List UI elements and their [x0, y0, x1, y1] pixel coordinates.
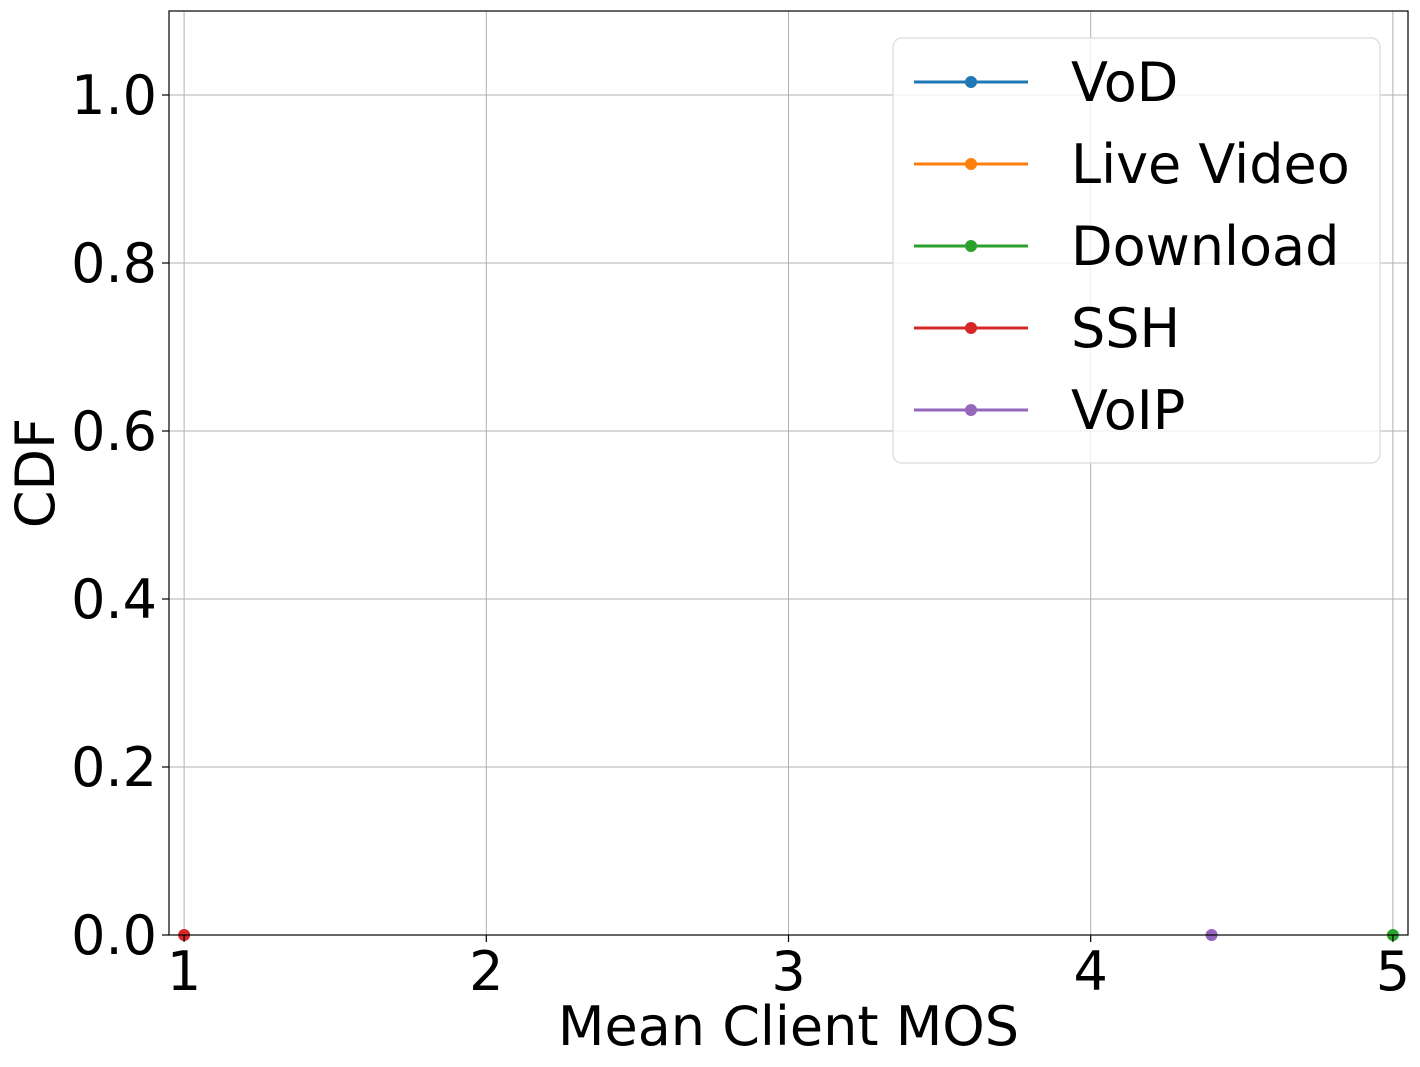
legend-label: SSH [1071, 297, 1180, 360]
y-tick-label: 1.0 [71, 64, 157, 127]
vod-legend-marker [965, 76, 977, 88]
download-legend-marker [965, 240, 977, 252]
legend-item-voip: VoIP [914, 379, 1185, 442]
y-axis-label: CDF [4, 418, 67, 528]
legend-label: Download [1071, 215, 1339, 278]
y-tick-label: 0.2 [71, 736, 157, 799]
legend-item-vod: VoD [914, 51, 1178, 114]
legend-label: VoIP [1071, 379, 1185, 442]
ssh-legend-marker [965, 322, 977, 334]
voip-legend-marker [965, 404, 977, 416]
x-tick-label: 1 [167, 940, 201, 1003]
y-tick-label: 0.8 [71, 232, 157, 295]
legend-item-download: Download [914, 215, 1339, 278]
x-tick-label: 5 [1376, 940, 1410, 1003]
legend-label: Live Video [1071, 133, 1350, 196]
y-tick-label: 0.4 [71, 568, 157, 631]
x-tick-label: 3 [771, 940, 805, 1003]
legend: VoD Live Video Download SSH VoIP [892, 37, 1381, 464]
x-tick-label: 4 [1074, 940, 1108, 1003]
legend-item-live-video: Live Video [914, 133, 1350, 196]
x-axis-label: Mean Client MOS [558, 995, 1019, 1058]
x-tick-label: 2 [469, 940, 503, 1003]
live-video-legend-marker [965, 158, 977, 170]
legend-item-ssh: SSH [914, 297, 1180, 360]
y-tick-label: 0.0 [71, 904, 157, 967]
y-tick-label: 0.6 [71, 400, 157, 463]
axis-ticks: 1 2 3 4 5 0.0 0.2 0.4 0.6 0.8 1.0 [71, 64, 1410, 1003]
legend-label: VoD [1071, 51, 1178, 114]
legend-box [892, 37, 1381, 464]
